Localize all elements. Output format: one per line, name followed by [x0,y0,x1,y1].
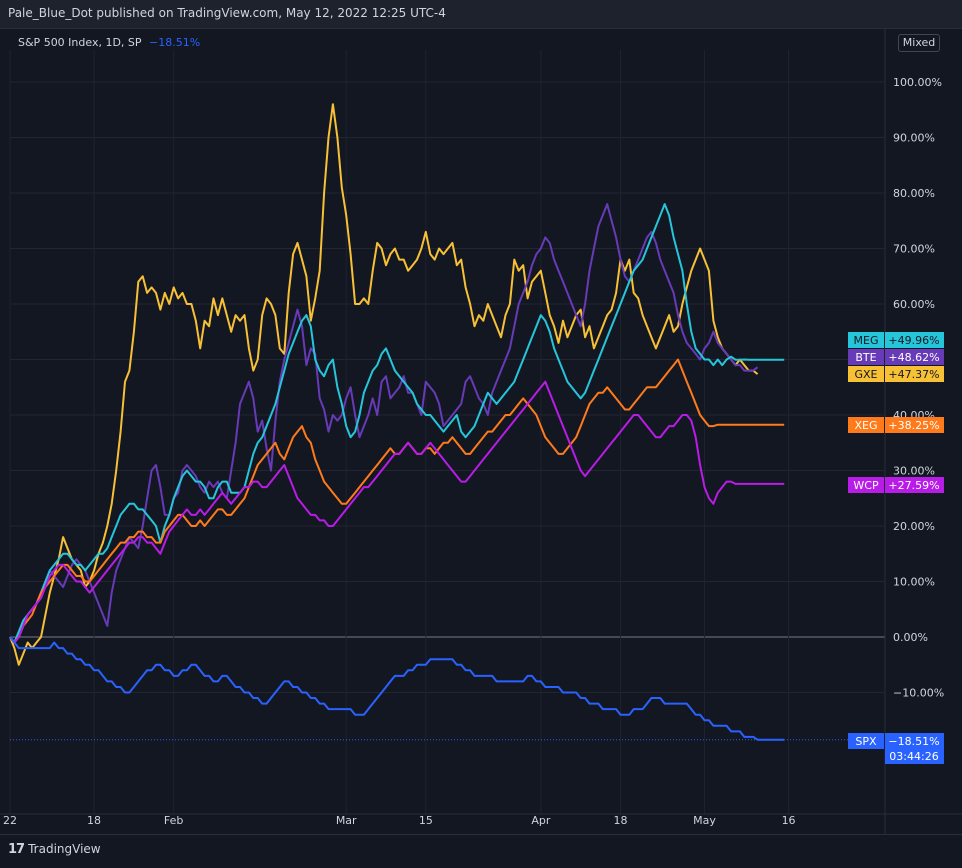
series-tag-value-bg [885,332,944,348]
series-tag-value-bg [885,733,944,749]
chart-grid [0,28,962,834]
series-lines [9,103,785,741]
series-line-wcp [9,380,785,644]
x-tick-label: 18 [613,814,627,827]
y-tick-label: −10.00% [893,687,944,700]
symbol-label[interactable]: S&P 500 Index, 1D, SP [18,36,142,49]
top-bar: Pale_Blue_Dot published on TradingView.c… [0,0,962,29]
brand-name: TradingView [28,842,101,856]
series-line-xeg [9,358,785,644]
series-line-gxe [9,103,759,666]
series-tag-value: +27.59% [888,479,939,492]
series-tag-name: SPX [855,735,877,748]
x-tick-label: 15 [419,814,433,827]
y-tick-label: 90.00% [893,132,935,145]
series-tag-name-bg [848,349,884,365]
y-axis: 100.00%90.00%80.00%70.00%60.00%50.00%40.… [893,76,944,700]
series-tag-value: +47.37% [888,368,939,381]
series-tag-value: +38.25% [888,419,939,432]
y-tick-label: 10.00% [893,576,935,589]
tradingview-logo-icon: 17 [8,842,25,857]
y-tick-label: 70.00% [893,243,935,256]
series-tag-name-bg [848,366,884,382]
published-by-text: Pale_Blue_Dot published on TradingView.c… [8,6,446,20]
x-axis: 22 18 Feb Mar 15 Apr 18 May 16 [3,814,796,827]
y-tick-label: 60.00% [893,298,935,311]
x-tick-label: 18 [87,814,101,827]
series-tag-name-bg [848,417,884,433]
y-tick-label: 100.00% [893,76,942,89]
series-tag-wcp: WCP +27.59% [848,477,944,493]
x-tick-label: Mar [336,814,357,827]
series-tag-bte: BTE +48.62% [848,349,944,365]
series-tag-name-bg [848,733,884,749]
series-tag-name: XEG [854,419,877,432]
scale-mode-button[interactable]: Mixed [898,34,940,52]
series-line-meg [9,203,785,644]
y-tick-label: 30.00% [893,465,935,478]
countdown-text: 03:44:26 [889,750,938,763]
series-tag-name: BTE [855,351,876,364]
series-tag-meg: MEG +49.96% [848,332,944,348]
countdown-bg [885,749,944,764]
x-tick-label: 16 [782,814,796,827]
x-tick-label: Feb [164,814,183,827]
series-tag-name: GXE [854,368,877,381]
series-tag-spx: SPX −18.51% [848,733,944,749]
series-tag-name-bg [848,477,884,493]
series-tag-xeg: XEG +38.25% [848,417,944,433]
series-tag-value: +49.96% [888,334,939,347]
bottom-bar [0,834,962,868]
series-tag-name: WCP [853,479,879,492]
symbol-line: S&P 500 Index, 1D, SP −18.51% [18,36,200,49]
symbol-change: −18.51% [149,36,201,49]
series-line-spx [9,636,785,741]
chart-area[interactable]: 100.00%90.00%80.00%70.00%60.00%50.00%40.… [0,28,962,834]
tradingview-brand[interactable]: 17 TradingView [8,842,101,857]
series-tag-gxe: GXE +47.37% [848,366,944,382]
series-tag-value-bg [885,366,944,382]
series-labels: GXE +47.37% BTE +48.62% MEG +49.96% XEG +38.25%… [848,332,944,764]
x-tick-label: May [693,814,716,827]
series-tag-value-bg [885,417,944,433]
x-tick-label: Apr [531,814,551,827]
y-tick-label: 20.00% [893,520,935,533]
y-tick-label: 80.00% [893,187,935,200]
series-tag-value-bg [885,349,944,365]
y-tick-label: 0.00% [893,631,928,644]
series-tag-name: MEG [854,334,879,347]
x-tick-label: 22 [3,814,17,827]
spx-countdown: 03:44:26 [885,749,944,764]
series-tag-value-bg [885,477,944,493]
series-tag-name-bg [848,332,884,348]
series-tag-value: −18.51% [888,735,939,748]
series-tag-value: +48.62% [888,351,939,364]
